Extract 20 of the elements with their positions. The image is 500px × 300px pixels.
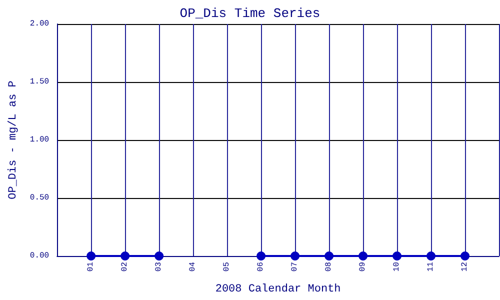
x-tick-label: 11	[426, 262, 436, 272]
x-tick-label: 07	[290, 262, 300, 272]
y-tick-label: 1.50	[30, 78, 50, 86]
x-tick-label: 05	[222, 262, 232, 272]
x-axis-title: 2008 Calendar Month	[215, 284, 341, 296]
y-tick-label: 1.00	[30, 136, 50, 144]
y-axis-title: OP_Dis - mg/L as P	[8, 80, 20, 200]
chart-title: OP_Dis Time Series	[180, 6, 320, 21]
x-tick-label: 09	[358, 262, 368, 272]
x-tick-label: 06	[256, 262, 266, 272]
y-tick-label: 0.50	[30, 194, 50, 202]
x-tick-label: 02	[120, 262, 130, 272]
x-tick-label: 10	[392, 262, 402, 272]
x-tick-label: 04	[188, 262, 198, 272]
x-tick-label: 01	[86, 262, 96, 272]
y-tick-label: 0.00	[30, 252, 50, 260]
y-tick-label: 2.00	[30, 20, 50, 28]
x-tick-label: 03	[154, 262, 164, 272]
x-tick-label: 12	[460, 262, 470, 272]
x-tick-label: 08	[324, 262, 334, 272]
